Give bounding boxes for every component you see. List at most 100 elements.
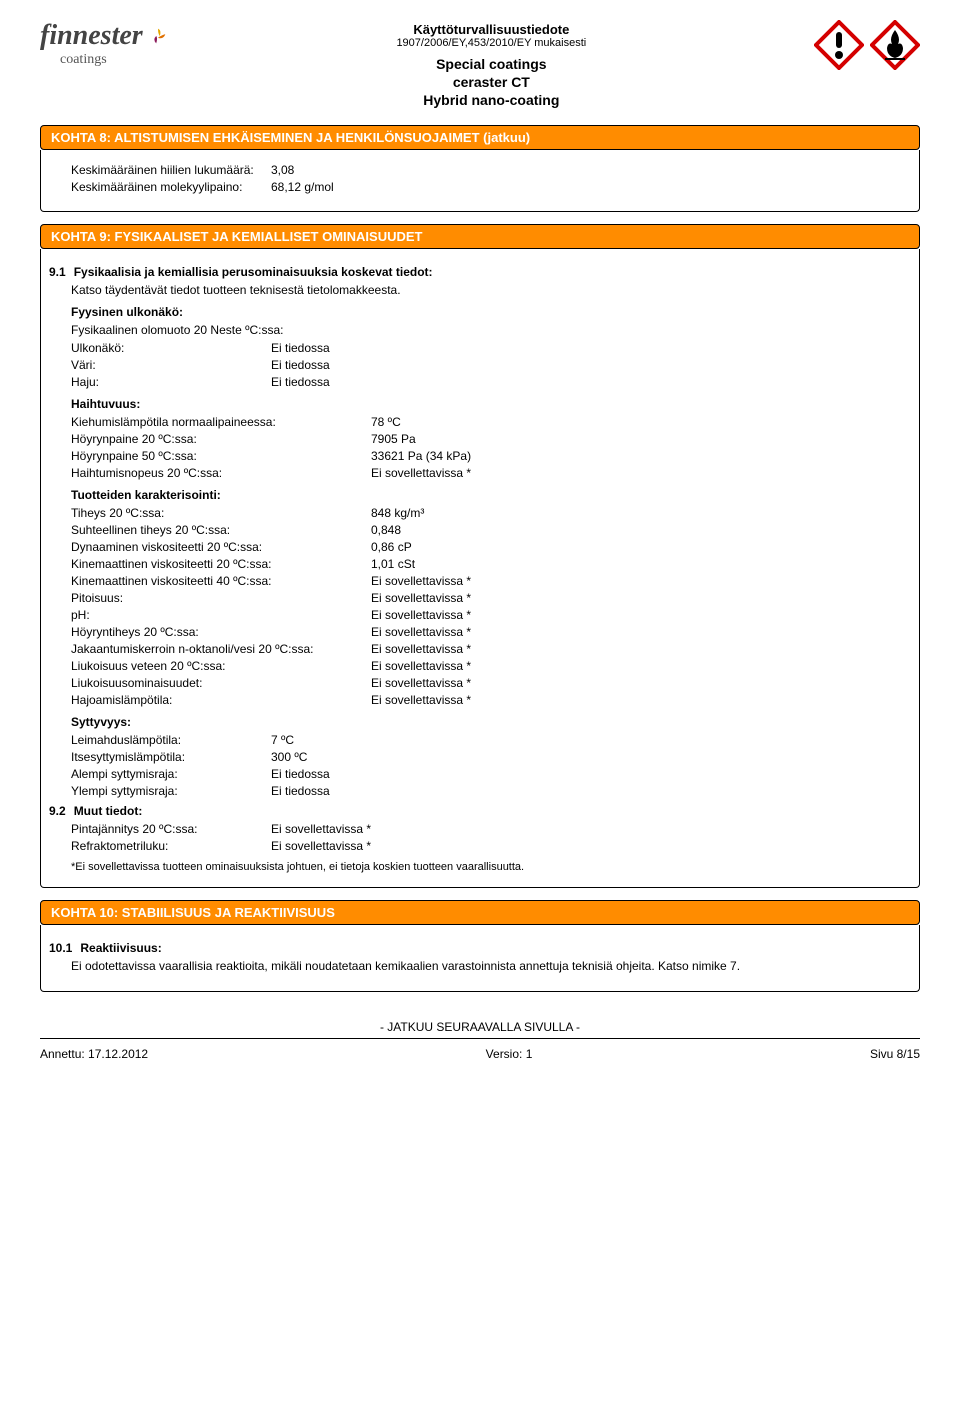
section-10-header: KOHTA 10: STABIILISUUS JA REAKTIIVISUUS [40,900,920,925]
flower-icon [147,25,169,47]
property-value: Ei sovellettavissa * [371,625,471,639]
property-value: Ei sovellettavissa * [371,693,471,707]
property-label: Kiehumislämpötila normaalipaineessa: [71,415,371,429]
property-value: 300 ºC [271,750,307,764]
property-label: Alempi syttymisraja: [71,767,271,781]
property-value: Ei sovellettavissa * [371,574,471,588]
property-value: Ei sovellettavissa * [371,659,471,673]
property-row: Liukoisuus veteen 20 ºC:ssa:Ei sovellett… [71,659,899,673]
appearance-line: Fysikaalinen olomuoto 20 Neste ºC:ssa: [71,323,899,337]
property-row: Jakaantumiskerroin n-oktanoli/vesi 20 ºC… [71,642,899,656]
property-value: 78 ºC [371,415,401,429]
logo-subtitle: coatings [60,52,107,68]
doc-regulation: 1907/2006/EY,453/2010/EY mukaisesti [169,37,814,49]
property-row: Kinemaattinen viskositeetti 40 ºC:ssa:Ei… [71,574,899,588]
property-value: Ei tiedossa [271,358,330,372]
property-row: Leimahduslämpötila:7 ºC [71,733,899,747]
property-label: Suhteellinen tiheys 20 ºC:ssa: [71,523,371,537]
property-row: Refraktometriluku:Ei sovellettavissa * [71,839,899,853]
property-row: Pintajännitys 20 ºC:ssa:Ei sovellettavis… [71,822,899,836]
subsection-9-2-head: 9.2 Muut tiedot: [49,804,899,818]
property-row: Keskimääräinen hiilien lukumäärä: 3,08 [71,163,899,177]
property-value: 7 ºC [271,733,294,747]
characterization-heading: Tuotteiden karakterisointi: [71,488,899,502]
property-label: Pitoisuus: [71,591,371,605]
property-label: Itsesyttymislämpötila: [71,750,271,764]
logo-text: finnester [40,20,143,52]
property-row: Kiehumislämpötila normaalipaineessa:78 º… [71,415,899,429]
product-line-3: Hybrid nano-coating [169,91,814,109]
property-label: Tiheys 20 ºC:ssa: [71,506,371,520]
property-row: Väri:Ei tiedossa [71,358,899,372]
property-label: Väri: [71,358,271,372]
property-label: Keskimääräinen hiilien lukumäärä: [71,163,271,177]
page-header: finnester coatings Käyttöturvallisuustie… [40,20,920,110]
property-label: Hajoamislämpötila: [71,693,371,707]
property-value: 848 kg/m³ [371,506,424,520]
property-row: Höyrynpaine 20 ºC:ssa:7905 Pa [71,432,899,446]
property-row: Keskimääräinen molekyylipaino: 68,12 g/m… [71,180,899,194]
property-value: Ei tiedossa [271,784,330,798]
section-8-body: Keskimääräinen hiilien lukumäärä: 3,08 K… [40,150,920,212]
brand-logo: finnester coatings [40,20,169,68]
property-value: 33621 Pa (34 kPa) [371,449,471,463]
reactivity-text: Ei odotettavissa vaarallisia reaktioita,… [71,959,899,973]
property-row: Itsesyttymislämpötila:300 ºC [71,750,899,764]
property-row: Ulkonäkö:Ei tiedossa [71,341,899,355]
flammability-heading: Syttyvyys: [71,715,899,729]
property-row: Tiheys 20 ºC:ssa:848 kg/m³ [71,506,899,520]
subsection-number: 10.1 [49,941,72,955]
property-label: Ylempi syttymisraja: [71,784,271,798]
property-label: Refraktometriluku: [71,839,271,853]
property-row: Suhteellinen tiheys 20 ºC:ssa:0,848 [71,523,899,537]
property-value: 0,848 [371,523,401,537]
property-label: Dynaaminen viskositeetti 20 ºC:ssa: [71,540,371,554]
hazard-pictograms [814,20,920,70]
property-value: Ei sovellettavissa * [371,608,471,622]
property-label: Liukoisuus veteen 20 ºC:ssa: [71,659,371,673]
subsection-number: 9.2 [49,804,66,818]
property-value: 68,12 g/mol [271,180,334,194]
section-9-body: 9.1 Fysikaalisia ja kemiallisia perusomi… [40,249,920,888]
property-label: Leimahduslämpötila: [71,733,271,747]
property-label: Höyrynpaine 20 ºC:ssa: [71,432,371,446]
doc-title: Käyttöturvallisuustiedote [169,22,814,37]
property-label: Jakaantumiskerroin n-oktanoli/vesi 20 ºC… [71,642,371,656]
section-10-body: 10.1 Reaktiivisuus: Ei odotettavissa vaa… [40,925,920,992]
version-label: Versio: 1 [486,1047,533,1061]
property-row: Alempi syttymisraja:Ei tiedossa [71,767,899,781]
subsection-10-1-head: 10.1 Reaktiivisuus: [49,941,899,955]
property-label: Haju: [71,375,271,389]
property-label: Liukoisuusominaisuudet: [71,676,371,690]
property-label: Pintajännitys 20 ºC:ssa: [71,822,271,836]
property-row: Höyrynpaine 50 ºC:ssa:33621 Pa (34 kPa) [71,449,899,463]
property-label: Höyryntiheys 20 ºC:ssa: [71,625,371,639]
property-value: Ei sovellettavissa * [371,466,471,480]
subsection-title: Fysikaalisia ja kemiallisia perusominais… [74,265,433,279]
property-value: Ei tiedossa [271,341,330,355]
section-8-header: KOHTA 8: ALTISTUMISEN EHKÄISEMINEN JA HE… [40,125,920,150]
property-label: Keskimääräinen molekyylipaino: [71,180,271,194]
property-value: 1,01 cSt [371,557,415,571]
property-row: pH:Ei sovellettavissa * [71,608,899,622]
property-row: Pitoisuus:Ei sovellettavissa * [71,591,899,605]
subsection-number: 9.1 [49,265,66,279]
footnote-text: *Ei sovellettavissa tuotteen ominaisuuks… [71,861,899,873]
subsection-9-1-head: 9.1 Fysikaalisia ja kemiallisia perusomi… [49,265,899,279]
property-value: 7905 Pa [371,432,416,446]
property-value: 3,08 [271,163,294,177]
property-value: Ei tiedossa [271,375,330,389]
appearance-heading: Fyysinen ulkonäkö: [71,305,899,319]
property-label: Kinemaattinen viskositeetti 20 ºC:ssa: [71,557,371,571]
issued-date: Annettu: 17.12.2012 [40,1047,148,1061]
property-row: Hajoamislämpötila:Ei sovellettavissa * [71,693,899,707]
product-line-1: Special coatings [169,55,814,73]
property-label: Haihtumisnopeus 20 ºC:ssa: [71,466,371,480]
continue-notice: - JATKUU SEURAAVALLA SIVULLA - [40,1020,920,1034]
section-9-header: KOHTA 9: FYSIKAALISET JA KEMIALLISET OMI… [40,224,920,249]
page-footer: Annettu: 17.12.2012 Versio: 1 Sivu 8/15 [40,1043,920,1065]
property-label: Kinemaattinen viskositeetti 40 ºC:ssa: [71,574,371,588]
property-row: Kinemaattinen viskositeetti 20 ºC:ssa:1,… [71,557,899,571]
document-title-block: Käyttöturvallisuustiedote 1907/2006/EY,4… [169,20,814,110]
property-value: Ei sovellettavissa * [271,839,371,853]
